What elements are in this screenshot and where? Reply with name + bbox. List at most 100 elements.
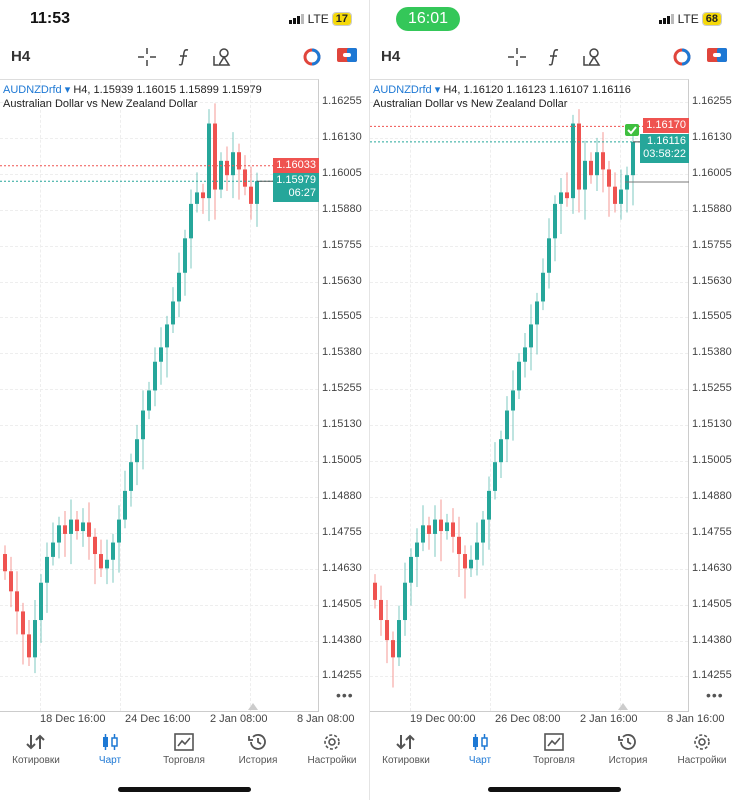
nav-trade[interactable]: Торговля [517,733,591,766]
shift-marker[interactable] [248,703,258,710]
chevron-down-icon[interactable]: ▾ [431,84,444,96]
timeframe-button[interactable]: H4 [381,48,401,65]
time-axis-label: 8 Jan 08:00 [297,713,355,725]
candle [529,304,533,371]
candle [207,109,211,222]
candle [577,109,581,213]
candle [39,574,43,643]
candle [505,396,509,463]
grid-line [370,102,688,103]
one-click-trading-icon[interactable] [303,48,321,70]
candle [415,528,419,588]
time-axis-label: 26 Dec 08:00 [495,713,561,725]
price-axis-label: 1.14630 [692,561,732,574]
nav-chart[interactable]: Чарт [443,733,517,766]
price-axis-label: 1.14755 [322,525,362,538]
timeframe-button[interactable]: H4 [11,48,31,65]
price-axis-label: 1.14755 [692,525,732,538]
nav-quotes[interactable]: Котировки [370,733,443,766]
price-chart[interactable]: AUDNZDrfd ▾ H4, 1.16120 1.16123 1.16107 … [370,79,689,712]
price-axis-label: 1.15005 [322,454,362,466]
candle [75,510,79,540]
signal-icon [288,14,304,24]
more-button[interactable]: ••• [706,687,724,703]
one-click-trading-icon[interactable] [673,48,691,70]
price-axis-label: 1.15630 [692,274,732,287]
symbol-selector[interactable]: AUDNZDrfd [3,84,62,96]
indicators-icon[interactable] [178,48,190,70]
candle [559,178,563,235]
settings-icon [295,733,369,751]
settings-icon [665,733,739,751]
trade-icon[interactable] [337,48,357,68]
candle [195,172,199,213]
objects-icon[interactable] [212,48,232,70]
grid-line [370,496,688,498]
bid-price-tag: 1.15979 06:27 [273,173,319,203]
nav-settings[interactable]: Настройки [665,733,739,766]
price-axis-label: 1.14505 [322,597,362,610]
battery-level: 68 [701,12,723,26]
status-bar: LTE 68 [658,12,723,26]
more-button[interactable]: ••• [336,687,354,703]
home-indicator[interactable] [118,787,251,792]
candle [135,424,139,486]
nav-quotes[interactable]: Котировки [0,733,73,766]
candle [589,152,593,184]
nav-trade[interactable]: Торговля [147,733,221,766]
crosshair-icon[interactable] [138,48,156,70]
indicators-icon[interactable] [548,48,560,70]
ask-price-tag: 1.16033 [273,157,319,173]
grid-line [370,604,688,606]
candle [3,545,7,580]
nav-chart[interactable]: Чарт [73,733,147,766]
candle [171,287,175,334]
nav-settings[interactable]: Настройки [295,733,369,766]
price-axis-label: 1.16005 [322,166,362,179]
price-axis-label: 1.14255 [692,669,732,682]
candles [0,103,319,674]
chevron-down-icon[interactable]: ▾ [61,84,74,96]
grid-line [370,676,688,678]
bid-price-tag: 1.16116 03:58:22 [640,133,689,163]
network-label: LTE [677,12,699,26]
candle [93,528,97,585]
objects-icon[interactable] [582,48,602,70]
price-axis-label: 1.15130 [322,418,362,431]
candle [87,502,91,560]
candle [129,453,133,507]
candle [475,522,479,576]
crosshair-icon[interactable] [508,48,526,70]
home-indicator[interactable] [488,787,621,792]
trade-icon[interactable] [707,48,727,68]
candle [427,516,431,550]
nav-label: Чарт [468,755,492,766]
candle [189,189,193,269]
nav-history[interactable]: История [221,733,295,766]
grid-line [490,80,491,711]
candle [619,169,623,220]
candle-timer: 03:58:22 [643,147,686,160]
split-divider [369,0,370,800]
candle [69,499,73,565]
nav-label: Котировки [382,755,430,766]
candle [111,533,115,583]
symbol-description: Australian Dollar vs New Zealand Dollar [3,98,198,110]
time-axis-label: 24 Dec 16:00 [125,713,191,725]
candle [177,252,181,318]
symbol-selector[interactable]: AUDNZDrfd [373,84,432,96]
candle [141,390,145,470]
grid-line [370,173,688,175]
candle [213,103,217,220]
grid-line [0,245,318,247]
shift-marker[interactable] [618,703,628,710]
grid-line [370,137,688,139]
candle [183,229,187,296]
nav-history[interactable]: История [591,733,665,766]
candle [499,430,503,478]
price-chart[interactable]: AUDNZDrfd ▾ H4, 1.15939 1.16015 1.15899 … [0,79,319,712]
candle [565,172,569,207]
candle [517,353,521,400]
grid-line [250,80,251,711]
candle [541,258,545,311]
